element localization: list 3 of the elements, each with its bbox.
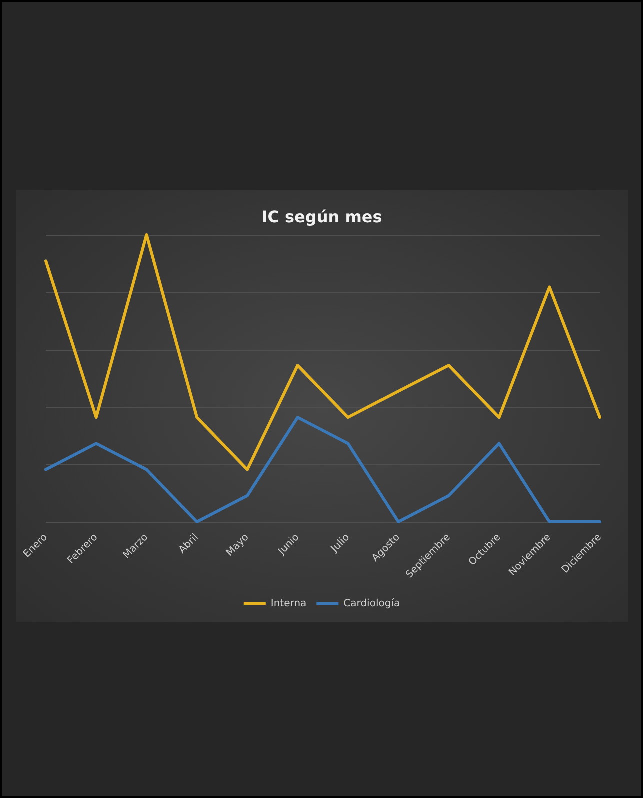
legend-label: Interna — [270, 598, 307, 610]
legend-label: Cardiología — [344, 598, 400, 610]
chart-title: IC según mes — [262, 208, 382, 226]
